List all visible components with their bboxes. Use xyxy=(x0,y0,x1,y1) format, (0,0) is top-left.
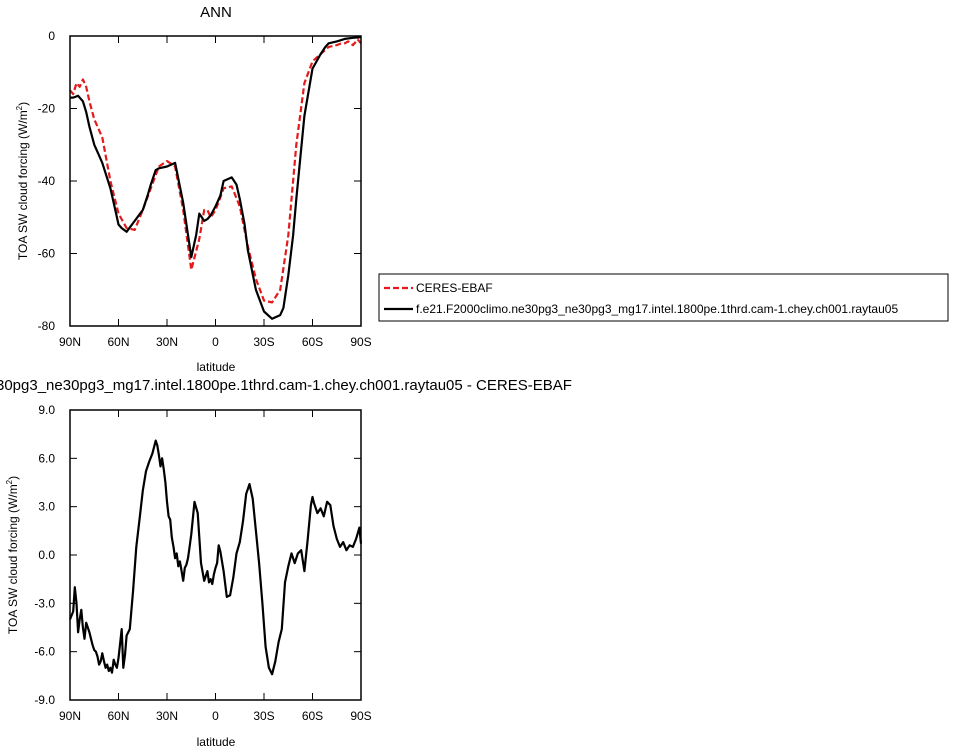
top-x-tick-label: 90N xyxy=(59,335,81,349)
bottom-y-axis-label-sup: 2 xyxy=(5,479,14,484)
top-y-axis-label-main: TOA SW cloud forcing (W/m xyxy=(16,110,30,260)
bottom-y-axis-label-close: ) xyxy=(6,476,20,480)
bottom-y-tick-label: 6.0 xyxy=(38,451,55,465)
top-y-tick-label: -80 xyxy=(38,319,56,333)
top-x-axis-label: latitude xyxy=(197,360,236,374)
bottom-y-tick-label: 9.0 xyxy=(38,403,55,417)
bottom-plot-frame xyxy=(69,409,362,701)
bottom-x-tick-label: 30S xyxy=(253,709,274,723)
top-x-tick-label: 0 xyxy=(212,335,219,349)
top-x-tick-label: 30N xyxy=(156,335,178,349)
top-y-axis-label-close: ) xyxy=(16,102,30,106)
top-y-tick-label: -60 xyxy=(38,247,56,261)
top-plot-area: 90N 60N 30N 0 30S 60S 90S 0 -20 -40 -60 -80 xyxy=(38,29,372,349)
top-x-tick-label: 90S xyxy=(350,335,371,349)
bottom-plot-area: 90N 60N 30N 0 30S 60S 90S 9.0 6.0 3.0 0.0 -3.0 -6.0 -… xyxy=(34,403,371,723)
top-series-line-1 xyxy=(70,36,362,320)
legend-label-model: f.e21.F2000climo.ne30pg3_ne30pg3_mg17.in… xyxy=(416,302,898,316)
bottom-x-tick-label: 90N xyxy=(59,709,81,723)
bottom-chart-title: f.e21.F2000climo.ne30pg3_ne30pg3_mg17.in… xyxy=(0,377,572,394)
bottom-y-tick-label: 0.0 xyxy=(38,548,55,562)
top-x-tick-label: 30S xyxy=(253,335,274,349)
top-y-tick-label: 0 xyxy=(48,29,55,43)
top-y-tick-label: -20 xyxy=(38,102,56,116)
top-plot-frame xyxy=(69,35,362,327)
bottom-x-tick-label: 30N xyxy=(156,709,178,723)
top-x-tick-label: 60N xyxy=(107,335,129,349)
bottom-x-axis-label: latitude xyxy=(197,735,236,749)
legend-label-ceres: CERES-EBAF xyxy=(416,281,493,295)
bottom-panel: f.e21.F2000climo.ne30pg3_ne30pg3_mg17.in… xyxy=(0,377,572,749)
bottom-y-tick-label: 3.0 xyxy=(38,500,55,514)
bottom-x-tick-label: 0 xyxy=(212,709,219,723)
top-x-tick-label: 60S xyxy=(302,335,323,349)
bottom-series-line-0 xyxy=(68,439,363,676)
bottom-y-tick-label: -9.0 xyxy=(34,693,55,707)
legend: CERES-EBAF f.e21.F2000climo.ne30pg3_ne30… xyxy=(378,273,949,322)
top-series-line-0 xyxy=(69,38,362,304)
legend-box xyxy=(378,273,949,322)
top-y-tick-label: -40 xyxy=(38,174,56,188)
top-y-axis-label: TOA SW cloud forcing (W/m2) xyxy=(15,102,30,260)
bottom-y-axis-label-main: TOA SW cloud forcing (W/m xyxy=(6,484,20,634)
bottom-x-tick-label: 60S xyxy=(302,709,323,723)
bottom-y-tick-label: -3.0 xyxy=(34,596,55,610)
bottom-y-axis-label: TOA SW cloud forcing (W/m2) xyxy=(5,476,20,634)
top-y-axis-label-sup: 2 xyxy=(15,105,24,110)
top-chart-title: ANN xyxy=(200,4,232,21)
bottom-y-tick-label: -6.0 xyxy=(34,645,55,659)
bottom-x-tick-label: 90S xyxy=(350,709,371,723)
top-panel: ANN 90N 60N 30N 0 30S 60S 90S 0 -20 -40 -60 -80 lat… xyxy=(15,4,372,374)
bottom-x-tick-label: 60N xyxy=(107,709,129,723)
